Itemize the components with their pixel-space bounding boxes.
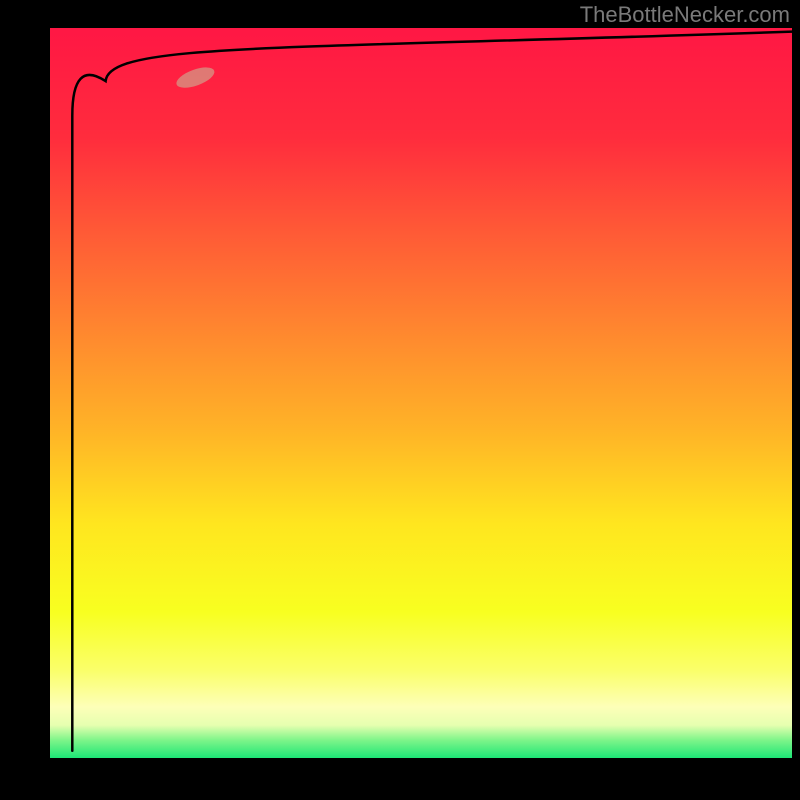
chart-stage: TheBottleNecker.com bbox=[0, 0, 800, 800]
gradient-background bbox=[50, 28, 792, 758]
attribution-text: TheBottleNecker.com bbox=[580, 2, 790, 28]
plot-area bbox=[50, 28, 792, 758]
plot-svg bbox=[50, 28, 792, 758]
